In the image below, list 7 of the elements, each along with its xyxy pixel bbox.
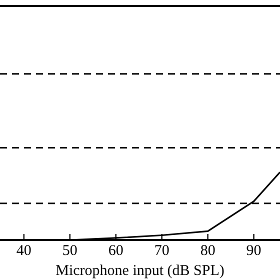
x-tick-label: 60 [108,242,124,259]
x-tick-label: 40 [16,242,32,259]
x-axis-title: Microphone input (dB SPL) [56,262,224,279]
x-tick-label: 90 [246,242,262,259]
x-tick-label: 80 [200,242,216,259]
x-tick-label: 50 [62,242,78,259]
x-tick-label: 70 [154,242,170,259]
